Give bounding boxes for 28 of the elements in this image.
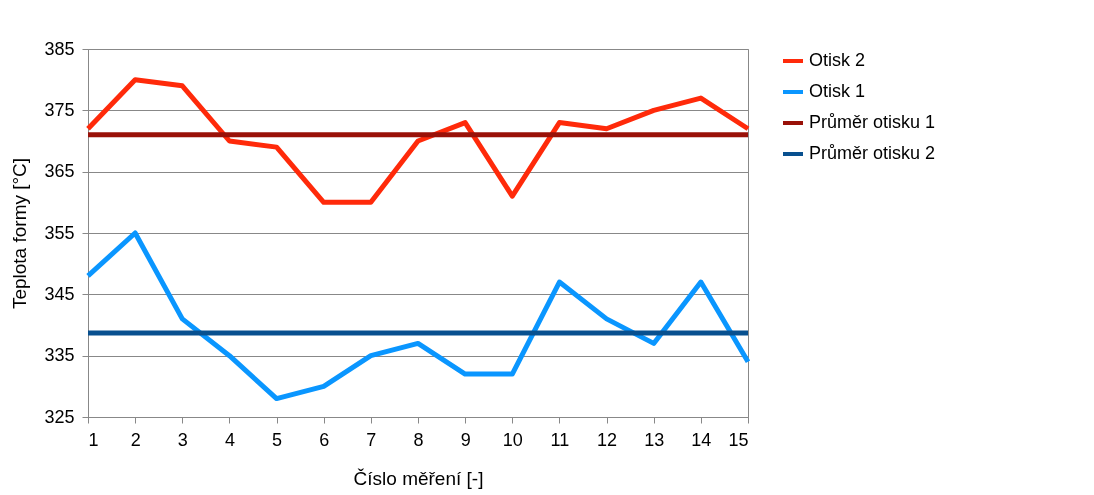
y-tick-label: 375 [44, 99, 75, 120]
x-tick-label: 2 [130, 429, 141, 450]
y-tick-label: 335 [44, 345, 75, 366]
x-tick-label: 8 [413, 429, 424, 450]
x-tick-label: 11 [550, 429, 570, 450]
y-tick-label: 365 [44, 161, 75, 182]
x-tick-label: 9 [460, 429, 471, 450]
y-axis-title: Teplota formy [°C] [9, 157, 31, 310]
y-tick-label: 345 [44, 283, 75, 304]
x-tick-label: 12 [597, 429, 618, 450]
y-tick-label: 385 [44, 38, 75, 59]
legend-label: Průměr otisku 1 [809, 112, 936, 132]
x-tick-label: 15 [728, 429, 749, 450]
x-tick-label: 1 [88, 429, 99, 450]
legend-label: Průměr otisku 2 [809, 143, 936, 163]
x-axis-title: Číslo měření [-] [353, 467, 484, 489]
x-tick-label: 5 [272, 429, 283, 450]
x-tick-label: 4 [224, 429, 235, 450]
legend-label: Otisk 2 [809, 50, 866, 70]
y-tick-label: 355 [44, 222, 75, 243]
y-tick-label: 325 [44, 406, 75, 427]
x-tick-label: 6 [319, 429, 330, 450]
x-tick-label: 3 [177, 429, 188, 450]
x-tick-label: 7 [366, 429, 377, 450]
x-tick-label: 14 [691, 429, 712, 450]
x-tick-label: 10 [502, 429, 523, 450]
legend-label: Otisk 1 [809, 81, 866, 101]
x-tick-label: 13 [644, 429, 665, 450]
